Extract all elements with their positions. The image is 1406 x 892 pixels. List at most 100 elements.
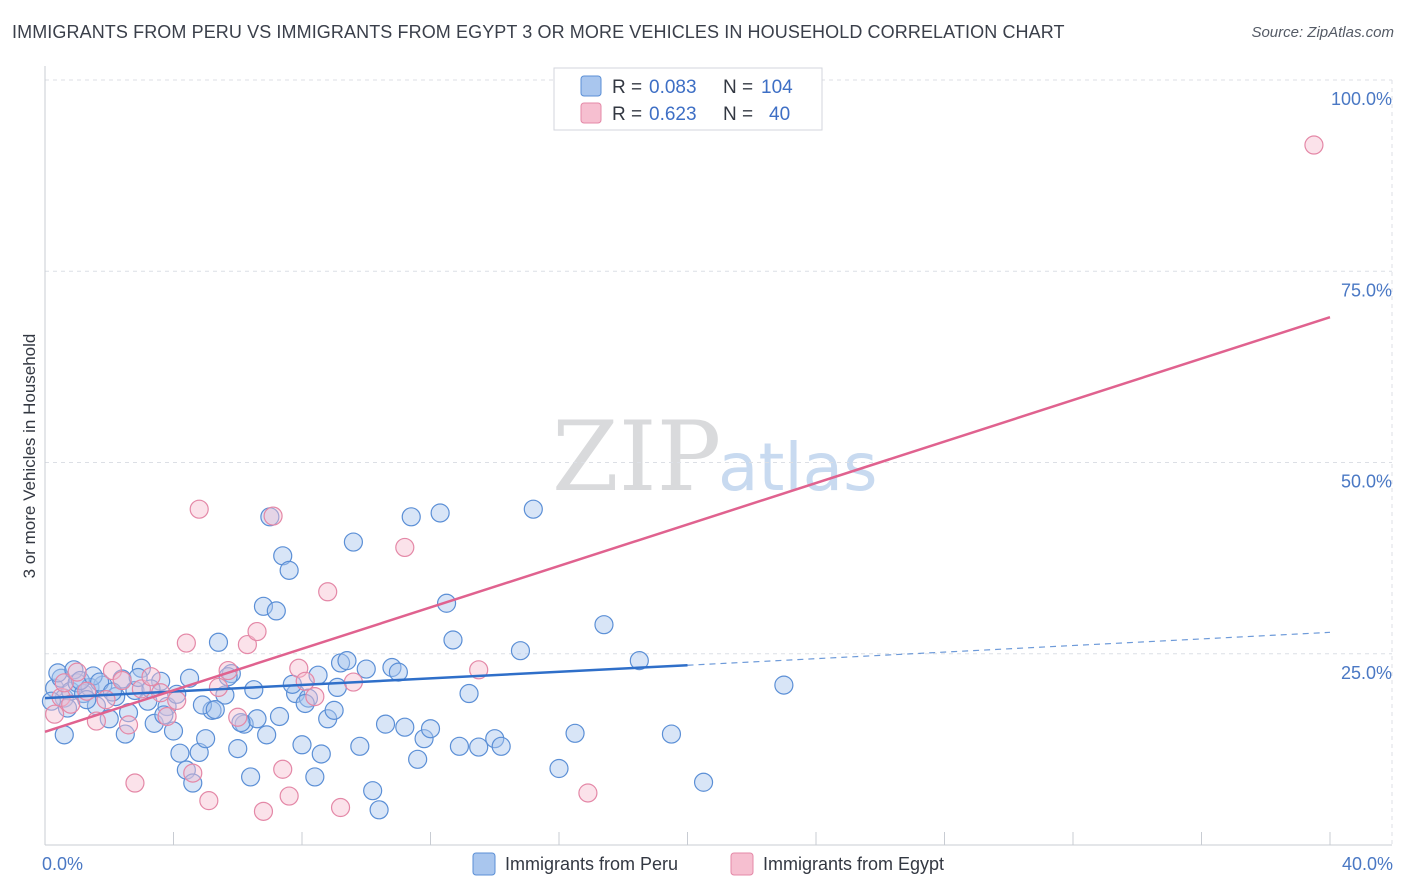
axes bbox=[44, 66, 1392, 846]
peru-point bbox=[253, 596, 274, 616]
egypt-point bbox=[279, 786, 299, 806]
y-tick-label: 25.0% bbox=[1341, 663, 1392, 683]
peru-point bbox=[48, 663, 68, 683]
egypt-point bbox=[167, 690, 187, 711]
peru-point bbox=[170, 743, 190, 763]
peru-point bbox=[192, 695, 213, 715]
egypt-point bbox=[228, 707, 248, 727]
peru-point bbox=[629, 651, 649, 671]
egypt-point bbox=[1304, 135, 1324, 155]
peru-point bbox=[241, 767, 261, 787]
peru-point bbox=[430, 503, 450, 523]
peru-point bbox=[414, 729, 434, 749]
peru-point bbox=[327, 677, 347, 698]
egypt-point bbox=[141, 667, 161, 687]
peru-point bbox=[208, 632, 229, 652]
watermark-atlas: atlas bbox=[718, 429, 878, 506]
peru-point bbox=[295, 693, 315, 714]
chart-title: IMMIGRANTS FROM PERU VS IMMIGRANTS FROM … bbox=[12, 22, 1065, 42]
peru-point bbox=[215, 685, 235, 705]
egypt-point bbox=[305, 686, 325, 707]
peru-point bbox=[549, 758, 569, 779]
legend-swatch-peru bbox=[580, 75, 602, 97]
egypt-trend-line bbox=[44, 315, 1331, 733]
peru-point bbox=[231, 712, 251, 733]
peru-point bbox=[469, 737, 489, 757]
peru-point bbox=[266, 601, 286, 621]
peru-point bbox=[244, 680, 264, 700]
series-legend-label-peru: Immigrants from Peru bbox=[505, 854, 678, 874]
peru-point bbox=[693, 772, 714, 792]
y-tick-labels: 25.0% 50.0% 75.0% 100.0% bbox=[1331, 89, 1392, 683]
peru-trend-line bbox=[44, 663, 688, 700]
peru-point bbox=[420, 719, 441, 739]
peru-point bbox=[154, 705, 174, 725]
peru-point bbox=[443, 630, 463, 650]
peru-point bbox=[459, 683, 479, 704]
legend-r-value-peru: 0.083 bbox=[649, 77, 697, 98]
peru-point bbox=[343, 532, 363, 552]
egypt-point bbox=[253, 801, 274, 821]
peru-point bbox=[324, 700, 344, 720]
peru-point bbox=[375, 714, 396, 734]
peru-point bbox=[491, 736, 511, 756]
egypt-point bbox=[395, 537, 415, 558]
peru-point bbox=[183, 773, 203, 793]
peru-point bbox=[337, 651, 357, 671]
legend-n-label-egypt: N = bbox=[723, 104, 753, 125]
legend-n-label-peru: N = bbox=[723, 77, 753, 98]
peru-trend-extension bbox=[687, 631, 1331, 666]
peru-point bbox=[292, 735, 312, 755]
series-legend-label-egypt: Immigrants from Egypt bbox=[763, 854, 944, 874]
series-legend-swatch-peru bbox=[472, 852, 496, 876]
legend-r-label-peru: R = bbox=[612, 77, 642, 98]
peru-point bbox=[395, 717, 415, 737]
egypt-point bbox=[125, 773, 145, 793]
legend-r-label-egypt: R = bbox=[612, 104, 642, 125]
egypt-point bbox=[61, 694, 81, 714]
egypt-point bbox=[318, 582, 338, 602]
peru-point bbox=[350, 736, 370, 756]
stats-legend: R = 0.083 N = 104 R = 0.623 N = 40 bbox=[553, 67, 823, 131]
peru-point bbox=[369, 800, 389, 820]
egypt-point bbox=[54, 673, 74, 693]
egypt-point bbox=[118, 715, 139, 735]
egypt-point bbox=[237, 634, 257, 655]
egypt-point bbox=[112, 670, 132, 691]
chart-source: Source: ZipAtlas.com bbox=[1251, 24, 1394, 41]
peru-point bbox=[485, 729, 505, 749]
egypt-point bbox=[183, 763, 203, 783]
series-legend-swatch-egypt bbox=[730, 852, 754, 876]
egypt-point bbox=[330, 797, 351, 818]
egypt-point bbox=[67, 662, 87, 682]
y-tick-label: 100.0% bbox=[1331, 89, 1392, 109]
legend-swatch-egypt bbox=[580, 102, 602, 124]
peru-point bbox=[269, 706, 290, 727]
egypt-points bbox=[45, 135, 1324, 821]
series-legend: Immigrants from Peru Immigrants from Egy… bbox=[472, 852, 944, 876]
peru-point bbox=[408, 749, 428, 769]
y-tick-label: 75.0% bbox=[1341, 280, 1392, 300]
y-tick-label: 50.0% bbox=[1341, 472, 1392, 492]
y-axis-label: 3 or more Vehicles in Household bbox=[20, 334, 39, 579]
egypt-point bbox=[96, 690, 116, 710]
peru-point bbox=[363, 781, 383, 801]
legend-r-value-egypt: 0.623 bbox=[649, 104, 697, 125]
peru-point bbox=[510, 641, 531, 661]
legend-n-value-peru: 104 bbox=[761, 77, 793, 98]
trend-lines bbox=[44, 315, 1331, 733]
egypt-point bbox=[273, 759, 293, 779]
peru-point bbox=[356, 659, 376, 679]
egypt-point bbox=[578, 783, 598, 803]
peru-point bbox=[523, 499, 543, 519]
x-tick-label-min: 0.0% bbox=[42, 854, 83, 874]
egypt-point bbox=[189, 499, 209, 519]
peru-point bbox=[257, 725, 277, 745]
egypt-point bbox=[247, 621, 267, 642]
peru-point bbox=[401, 507, 421, 527]
peru-point bbox=[661, 724, 682, 744]
x-tick-labels: 0.0% 40.0% bbox=[42, 854, 1393, 874]
peru-point bbox=[311, 744, 331, 764]
peru-point bbox=[388, 662, 408, 682]
